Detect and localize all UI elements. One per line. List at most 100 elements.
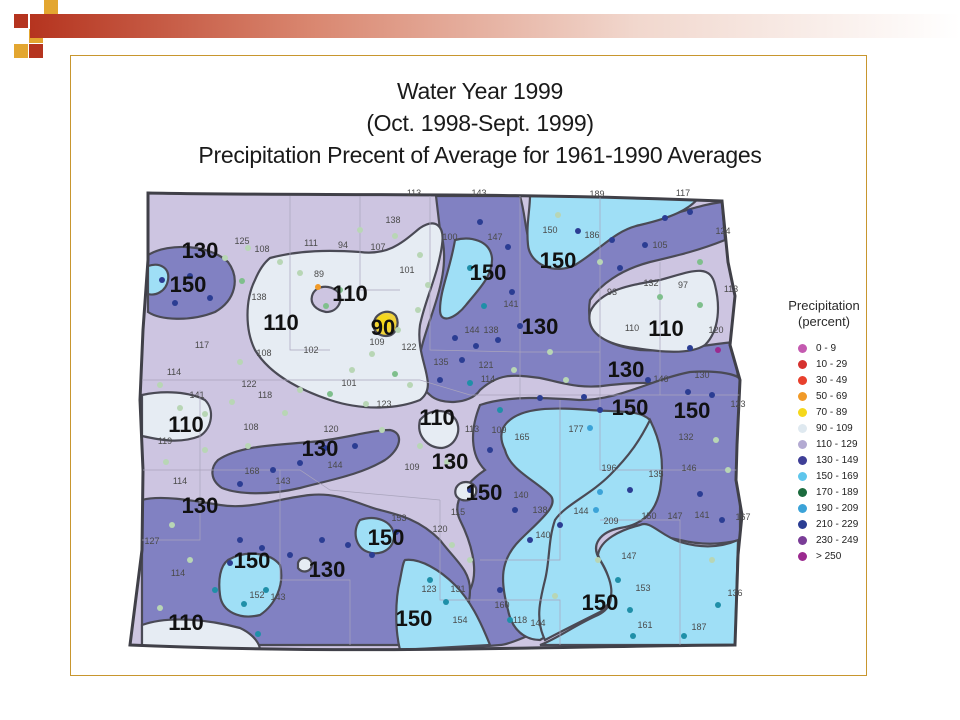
station-value-label: 120 bbox=[323, 424, 338, 434]
station-value-label: 102 bbox=[303, 345, 318, 355]
station-marker bbox=[245, 443, 251, 449]
station-value-label: 113 bbox=[407, 188, 421, 198]
station-marker bbox=[512, 507, 518, 513]
legend-item-label: 110 - 129 bbox=[816, 438, 858, 450]
station-marker bbox=[552, 593, 558, 599]
county-line bbox=[289, 196, 330, 351]
county-line bbox=[480, 400, 561, 561]
precipitation-legend: Precipitation (percent) 0 - 9 10 - 29 30 -… bbox=[778, 298, 870, 564]
contour-label-110: 110 bbox=[648, 316, 684, 341]
station-value-label: 114 bbox=[481, 374, 495, 384]
station-marker bbox=[587, 425, 593, 431]
station-marker bbox=[377, 315, 391, 329]
station-value-label: 124 bbox=[715, 226, 730, 236]
legend-item: 170 - 189 bbox=[778, 484, 870, 500]
legend-item-label: 0 - 9 bbox=[816, 342, 837, 354]
station-marker bbox=[287, 552, 293, 558]
station-value-label: 138 bbox=[483, 325, 498, 335]
station-value-label: 122 bbox=[241, 379, 256, 389]
station-marker bbox=[352, 443, 358, 449]
station-value-label: 114 bbox=[171, 568, 185, 578]
band-150-south-pocket-1 bbox=[218, 552, 283, 618]
station-value-label: 132 bbox=[678, 432, 693, 442]
station-marker bbox=[511, 367, 517, 373]
legend-color-swatch bbox=[798, 487, 807, 497]
contour-bands bbox=[140, 194, 742, 650]
station-marker bbox=[241, 601, 247, 607]
map-title-line-3: Precipitation Precent of Average for 196… bbox=[198, 142, 762, 168]
legend-item: > 250 bbox=[778, 548, 870, 564]
slide-decoration-square-4 bbox=[14, 44, 28, 58]
station-value-label: 177 bbox=[568, 424, 583, 434]
legend-item: 150 - 169 bbox=[778, 468, 870, 484]
station-value-label: 138 bbox=[532, 505, 547, 515]
station-marker bbox=[575, 228, 581, 234]
station-marker bbox=[222, 255, 228, 261]
station-value-label: 135 bbox=[433, 357, 448, 367]
slide-decoration-square-2 bbox=[44, 0, 58, 14]
station-marker bbox=[263, 587, 269, 593]
contour-label-150: 150 bbox=[170, 272, 207, 297]
county-line bbox=[279, 470, 351, 645]
legend-color-swatch bbox=[798, 359, 807, 369]
station-marker bbox=[477, 219, 483, 225]
station-value-label: 209 bbox=[603, 516, 618, 526]
station-marker bbox=[187, 557, 193, 563]
station-marker bbox=[517, 323, 523, 329]
station-value-label: 109 bbox=[491, 425, 506, 435]
legend-color-swatch bbox=[798, 519, 807, 529]
station-value-label: 101 bbox=[399, 265, 414, 275]
slide-decoration-square-5 bbox=[29, 44, 43, 58]
station-marker bbox=[467, 557, 473, 563]
station-marker bbox=[473, 343, 479, 349]
band-90-northwest bbox=[246, 222, 444, 409]
station-marker bbox=[395, 327, 401, 333]
station-value-label: 113 bbox=[465, 424, 479, 434]
station-marker bbox=[319, 537, 325, 543]
station-value-label: 141 bbox=[189, 390, 204, 400]
band-130-nw-bubble bbox=[146, 245, 236, 320]
station-value-label: 161 bbox=[637, 620, 652, 630]
station-value-label: 110 bbox=[625, 323, 639, 333]
station-value-label: 141 bbox=[694, 510, 709, 520]
station-marker bbox=[555, 212, 561, 218]
contour-label-150: 150 bbox=[674, 398, 711, 423]
contour-label-130: 130 bbox=[182, 238, 219, 263]
station-marker bbox=[337, 287, 343, 293]
station-value-label: 111 bbox=[304, 238, 318, 248]
station-value-label: 118 bbox=[258, 390, 272, 400]
station-value-label: 138 bbox=[251, 292, 266, 302]
contour-label-150: 150 bbox=[234, 548, 271, 573]
station-value-label: 140 bbox=[513, 490, 528, 500]
legend-color-swatch bbox=[798, 455, 807, 465]
station-marker bbox=[202, 447, 208, 453]
station-value-label: 117 bbox=[195, 340, 209, 350]
contour-label-130: 130 bbox=[302, 436, 339, 461]
station-marker bbox=[392, 371, 398, 377]
station-value-label: 119 bbox=[158, 436, 172, 446]
station-marker bbox=[315, 284, 321, 290]
station-marker bbox=[697, 491, 703, 497]
station-marker bbox=[681, 633, 687, 639]
station-marker bbox=[719, 517, 725, 523]
station-marker bbox=[239, 278, 245, 284]
station-value-label: 118 bbox=[513, 615, 527, 625]
station-value-label: 109 bbox=[369, 337, 384, 347]
station-value-labels: 113 143 189 117 138 125 108 111 94 107 100 147 150 18… bbox=[144, 188, 750, 632]
station-marker bbox=[507, 617, 513, 623]
legend-color-swatch bbox=[798, 375, 807, 385]
station-value-label: 127 bbox=[144, 536, 159, 546]
station-marker bbox=[459, 357, 465, 363]
legend-item-label: 190 - 209 bbox=[816, 502, 859, 514]
station-value-label: 122 bbox=[401, 342, 416, 352]
legend-item-label: 170 - 189 bbox=[816, 486, 859, 498]
station-marker bbox=[427, 577, 433, 583]
station-value-label: 97 bbox=[678, 280, 688, 290]
legend-item: 70 - 89 bbox=[778, 404, 870, 420]
station-marker bbox=[487, 447, 493, 453]
station-value-label: 154 bbox=[452, 615, 467, 625]
contour-label-110: 110 bbox=[263, 310, 299, 335]
station-marker bbox=[207, 295, 213, 301]
band-150-northeast bbox=[526, 194, 703, 270]
station-marker bbox=[363, 401, 369, 407]
